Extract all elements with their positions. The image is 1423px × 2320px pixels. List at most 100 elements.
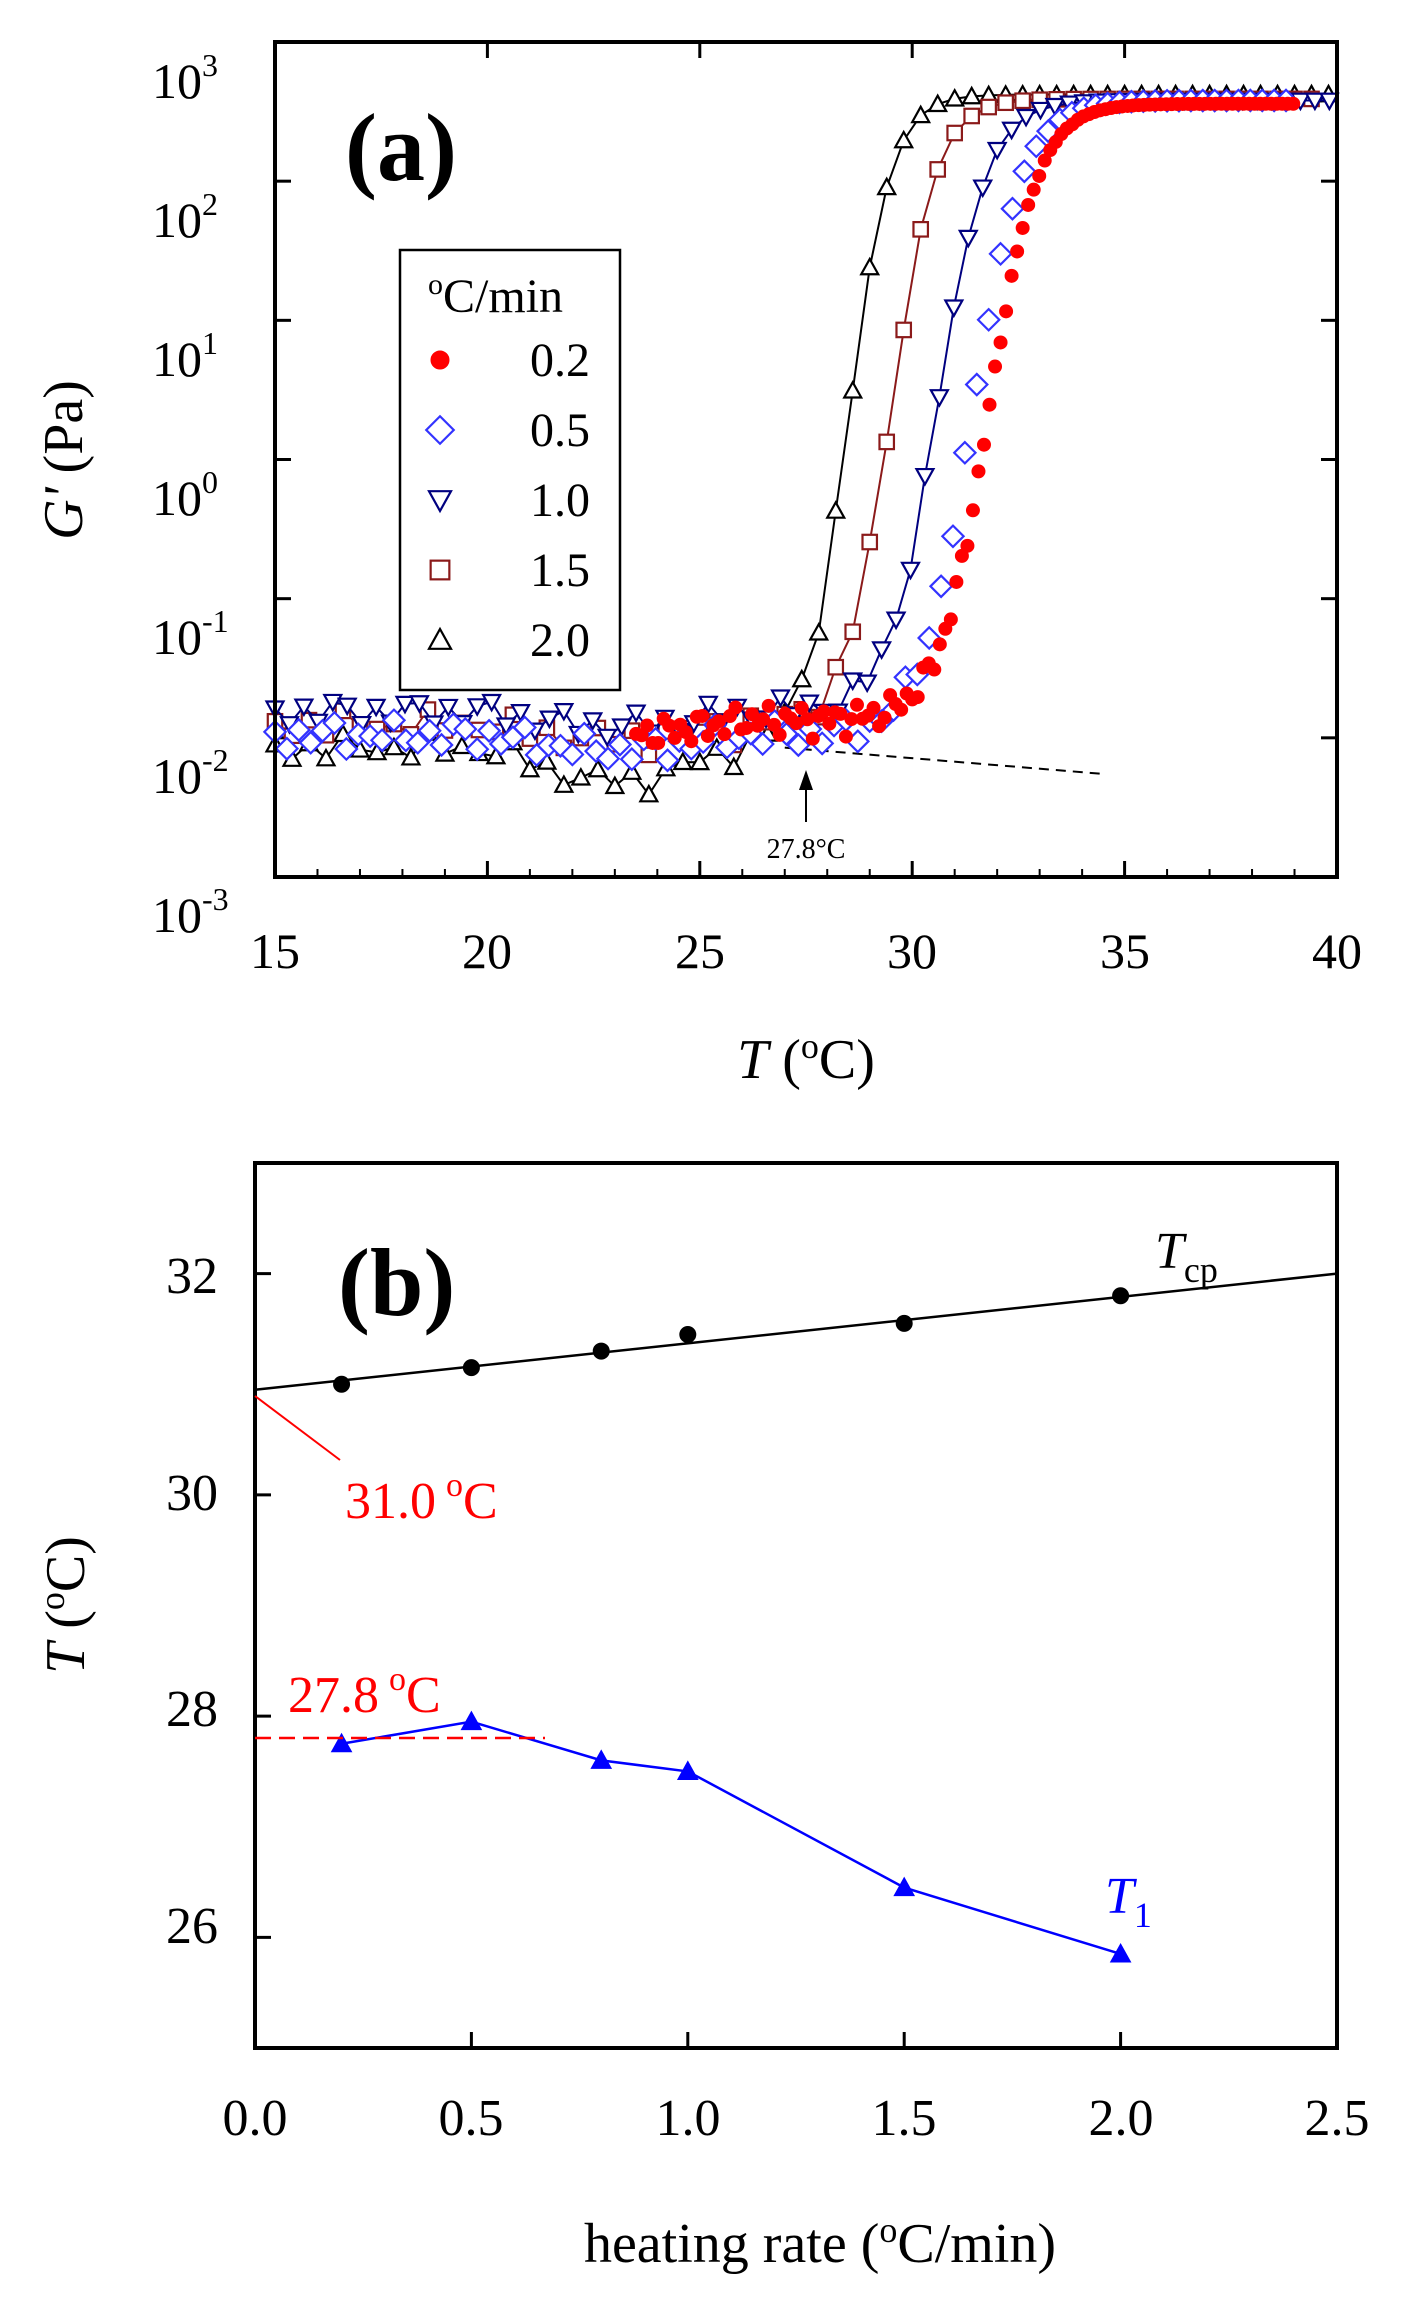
- data-point: [808, 621, 830, 641]
- data-point: [383, 736, 405, 756]
- data-point: [1024, 134, 1049, 159]
- panel-b-xtick-label: 2.5: [1305, 2090, 1370, 2147]
- data-point: [1015, 108, 1037, 128]
- data-point: [596, 728, 618, 748]
- data-point: [298, 730, 323, 755]
- data-point: [929, 389, 950, 408]
- data-point: [1304, 92, 1326, 112]
- onset-arrow-head: [799, 770, 813, 790]
- data-point: [885, 611, 907, 631]
- panel-a-ytick-label: 100: [152, 464, 218, 526]
- data-point: [655, 748, 680, 773]
- panel-b-xtick-labels: 0.0 0.5 1.0 1.5 2.0 2.5: [223, 2090, 1370, 2147]
- data-point: [997, 94, 1014, 112]
- data-point: [381, 708, 407, 733]
- panel-b-ytick-labels: 26 28 30 32: [166, 1248, 218, 1955]
- data-point: [791, 668, 813, 688]
- data-point: [961, 85, 983, 105]
- data-point: [595, 746, 621, 771]
- panel-a-ytick-label: 101: [152, 325, 218, 387]
- panel-b-ytick-label: 28: [166, 1681, 218, 1738]
- panel-a-xtick-label: 25: [675, 923, 725, 979]
- data-point: [965, 503, 980, 518]
- t1-point: [590, 1749, 613, 1769]
- data-point: [964, 372, 989, 397]
- data-point: [481, 693, 503, 713]
- data-point: [640, 718, 655, 733]
- data-point: [960, 538, 975, 553]
- annotation-31-leader: [254, 1395, 341, 1461]
- data-point: [1012, 159, 1037, 184]
- data-point: [667, 730, 682, 745]
- panel-a-frame: [273, 40, 1339, 879]
- panel-b: (b) 26 28 30 32 0.0 0.5 1.0 1.5 2.0 2.5 …: [32, 1161, 1370, 2275]
- legend-entry-label: 1.5: [530, 544, 590, 597]
- data-point: [861, 533, 879, 551]
- data-point: [315, 747, 337, 767]
- data-point: [336, 697, 358, 717]
- legend-entry-label: 0.2: [530, 334, 590, 387]
- data-point: [728, 700, 743, 715]
- data-point: [980, 98, 997, 116]
- data-point: [1021, 197, 1036, 212]
- data-point: [943, 612, 958, 627]
- data-point: [697, 695, 719, 715]
- legend-entry-label: 0.5: [530, 404, 590, 457]
- data-point: [859, 256, 881, 276]
- tcp-point: [679, 1325, 697, 1343]
- data-point: [476, 718, 502, 743]
- data-point: [560, 742, 585, 767]
- data-point: [539, 710, 560, 730]
- data-point: [988, 359, 1003, 374]
- data-point: [512, 715, 537, 740]
- panel-a-xtick-label: 20: [462, 923, 512, 979]
- data-point: [334, 736, 359, 762]
- panel-a-xtick-label: 40: [1312, 923, 1362, 979]
- tcp-fit-line: [254, 1272, 1338, 1392]
- data-point: [825, 500, 847, 519]
- data-point: [842, 672, 864, 692]
- data-point: [322, 693, 344, 713]
- panel-a-baseline-dashed: [784, 746, 1104, 775]
- data-point: [695, 708, 710, 723]
- data-point: [912, 221, 930, 238]
- data-point: [794, 701, 809, 716]
- data-point: [405, 730, 430, 755]
- data-point: [1014, 92, 1031, 110]
- data-point: [1030, 101, 1051, 121]
- annotation-31: 31.0 oC: [345, 1467, 498, 1530]
- data-point: [651, 735, 666, 750]
- data-point: [910, 690, 925, 705]
- data-point: [756, 712, 771, 727]
- tcp-point: [1112, 1287, 1130, 1305]
- data-point: [1032, 168, 1047, 183]
- t1-point: [330, 1732, 353, 1753]
- panel-a-xtick-label: 30: [887, 923, 937, 979]
- data-point: [827, 658, 845, 676]
- panel-a-ytick-label: 10-1: [152, 603, 229, 665]
- panel-b-xtick-label: 0.0: [223, 2090, 288, 2147]
- panel-b-ytick-label: 32: [166, 1248, 218, 1305]
- data-point: [946, 124, 964, 142]
- data-point: [761, 698, 776, 713]
- data-point: [1001, 121, 1022, 141]
- panel-b-frame: [253, 1161, 1339, 2050]
- data-point: [910, 104, 932, 124]
- tcp-point: [462, 1359, 480, 1377]
- panel-b-ytick-label: 30: [166, 1465, 218, 1522]
- data-point: [365, 698, 387, 718]
- data-point: [1026, 182, 1041, 197]
- data-point: [932, 637, 947, 652]
- panel-a-ytick-label: 102: [152, 186, 218, 248]
- data-point: [786, 732, 811, 758]
- data-point: [982, 397, 997, 412]
- data-point: [607, 732, 633, 757]
- legend-entry-label: 1.0: [530, 474, 590, 527]
- panel-a-ytick-label: 10-3: [152, 881, 229, 943]
- data-point: [952, 440, 978, 465]
- data-point: [895, 321, 913, 339]
- data-point: [417, 718, 442, 743]
- data-point: [1004, 268, 1019, 283]
- legend-marker: [429, 559, 451, 581]
